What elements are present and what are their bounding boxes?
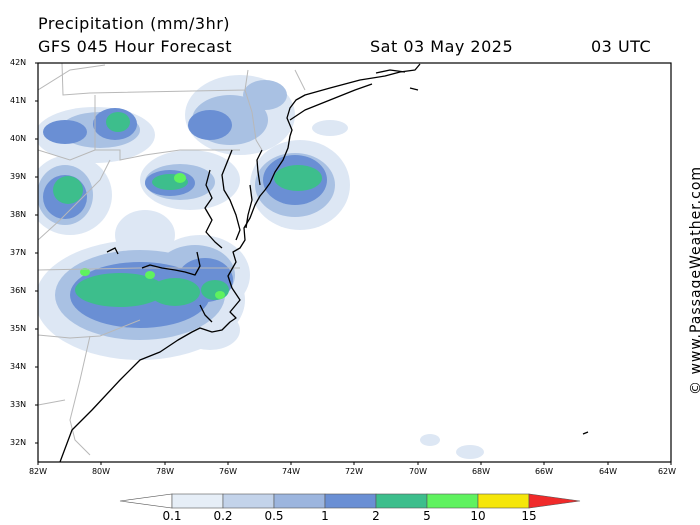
colorbar-label: 1 [321,509,329,523]
lon-label: 64W [598,467,618,476]
lon-label: 62W [657,467,677,476]
lat-label: 38N [10,210,27,219]
lat-label: 35N [10,324,27,333]
colorbar-label: 15 [521,509,537,523]
forecast-hour: GFS 045 Hour Forecast [38,37,233,56]
colorbar-label: 0.1 [162,509,182,523]
lon-label: 74W [281,467,301,476]
lat-label: 37N [10,248,27,257]
lat-label: 42N [10,58,27,67]
colorbar-bin-4 [324,493,377,509]
colorbar-label: 0.5 [264,509,284,523]
map-area [38,63,671,462]
precip-heavy [53,112,322,307]
colorbar-bin-5 [375,493,428,509]
valid-time: 03 UTC [591,37,652,56]
lon-label: 66W [534,467,554,476]
lon-label: 80W [91,467,111,476]
lon-label: 82W [28,467,48,476]
coastline [59,63,589,462]
lon-label: 70W [408,467,428,476]
colorbar-bin-3 [273,493,326,509]
shoreline-fragment [106,247,119,255]
map-title: Precipitation (mm/3hr) [38,14,231,33]
colorbar [119,493,581,509]
colorbar-label: 0.2 [213,509,233,523]
colorbar-min-arrow [119,493,173,509]
colorbar-max-arrow [528,493,581,509]
lon-label: 72W [344,467,364,476]
precip-very-heavy [80,173,225,299]
colorbar-bin-7 [477,493,530,509]
lat-label: 41N [10,96,27,105]
lat-label: 34N [10,362,27,371]
lat-label: 32N [10,438,27,447]
lat-label: 39N [10,172,27,181]
lon-label: 76W [218,467,238,476]
colorbar-bin-2 [222,493,275,509]
colorbar-bin-6 [426,493,479,509]
colorbar-label: 10 [470,509,486,523]
state-borders [38,63,306,456]
axis-ticks [35,62,672,465]
colorbar-bin-1 [171,493,224,509]
lon-label: 78W [155,467,175,476]
valid-date: Sat 03 May 2025 [370,37,514,56]
copyright-credit: © www.PassageWeather.com [688,165,700,395]
lat-label: 33N [10,400,27,409]
colorbar-label: 2 [372,509,380,523]
lat-label: 36N [10,286,27,295]
lat-label: 40N [10,134,27,143]
lon-label: 68W [471,467,491,476]
colorbar-label: 5 [423,509,431,523]
